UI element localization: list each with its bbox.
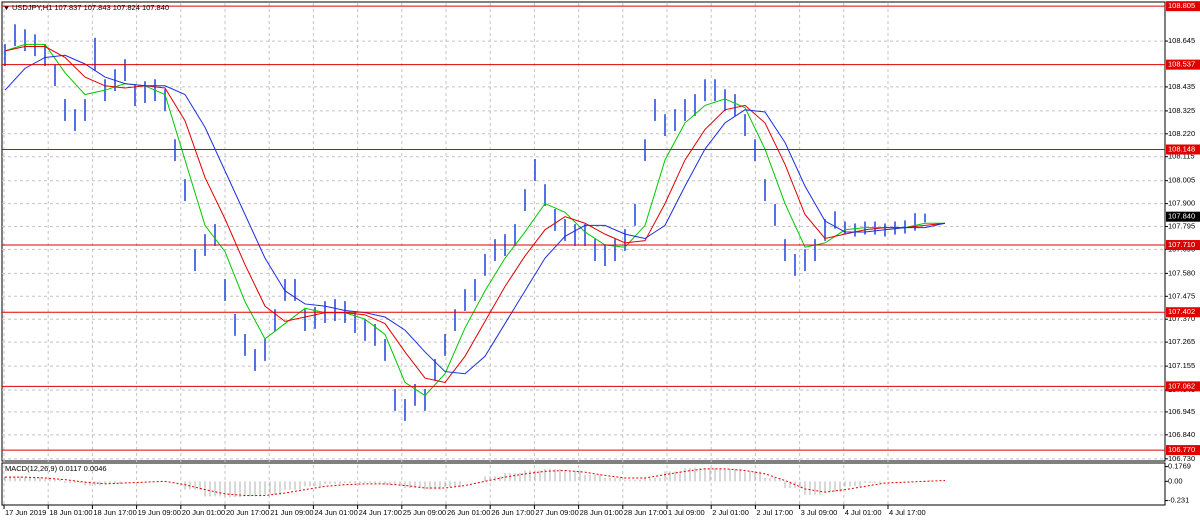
x-tick-label: 17 Jun 2019 (5, 508, 46, 517)
current-price-box (1166, 211, 1200, 222)
y-tick-label: 107.265 (1168, 337, 1195, 346)
y-tick-label: 0.1769 (1168, 462, 1191, 471)
level-label-box (1166, 59, 1200, 70)
y-tick-label: 107.580 (1168, 268, 1195, 277)
chart-title: USDJPY,H1 107.837 107.843 107.824 107.84… (12, 3, 169, 12)
y-tick-label: 107.370 (1168, 314, 1195, 323)
y-tick-label: 106.945 (1168, 407, 1195, 416)
y-tick-label: 108.115 (1168, 152, 1195, 161)
y-tick-label: 107.155 (1168, 361, 1195, 370)
level-label: 107.710 (1168, 240, 1195, 249)
x-tick-label: 3 Jul 09:00 (801, 508, 838, 517)
x-tick-label: 18 Jun 01:00 (49, 508, 92, 517)
y-tick-label: 0.00 (1168, 476, 1183, 485)
x-tick-label: 21 Jun 09:00 (270, 508, 313, 517)
macd-title: MACD(12,26,9) 0.0117 0.0046 (5, 464, 107, 473)
level-label: 108.537 (1168, 60, 1195, 69)
level-label-box (1166, 144, 1200, 155)
level-label: 107.062 (1168, 381, 1195, 390)
y-tick-label: 107.900 (1168, 199, 1195, 208)
current-price-label: 107.840 (1168, 212, 1195, 221)
x-tick-label: 4 Jul 17:00 (889, 508, 926, 517)
level-label-box (1166, 307, 1200, 318)
x-tick-label: 1 Jul 09:00 (668, 508, 705, 517)
y-tick-label: 107.475 (1168, 291, 1195, 300)
x-tick-label: 18 Jun 17:00 (93, 508, 136, 517)
x-tick-label: 2 Jul 01:00 (712, 508, 749, 517)
x-tick-label: 24 Jun 17:00 (359, 508, 402, 517)
main-panel-frame (1, 1, 1166, 462)
y-tick-label: 108.005 (1168, 176, 1195, 185)
x-tick-label: 25 Jun 09:00 (403, 508, 446, 517)
level-label: 108.805 (1168, 1, 1195, 10)
x-tick-label: 26 Jun 01:00 (447, 508, 490, 517)
level-label-box (1166, 445, 1200, 456)
level-label-box (1166, 240, 1200, 251)
x-tick-label: 28 Jun 01:00 (580, 508, 623, 517)
x-tick-label: 26 Jun 17:00 (491, 508, 534, 517)
y-tick-label: 106.840 (1168, 430, 1195, 439)
y-tick-label: -0.231 (1168, 496, 1189, 505)
x-tick-label: 2 Jul 17:00 (756, 508, 793, 517)
x-tick-label: 19 Jun 09:00 (138, 508, 181, 517)
moving-average (4, 46, 946, 384)
moving-average (4, 43, 945, 397)
y-tick-label: 108.220 (1168, 129, 1195, 138)
y-tick-label: 108.325 (1168, 106, 1195, 115)
y-tick-label: 106.730 (1168, 454, 1195, 463)
level-label: 108.148 (1168, 144, 1195, 153)
x-tick-label: 20 Jun 17:00 (226, 508, 269, 517)
x-tick-label: 27 Jun 09:00 (535, 508, 578, 517)
x-tick-label: 24 Jun 01:00 (314, 508, 357, 517)
level-label: 107.402 (1168, 307, 1195, 316)
signal-line (5, 468, 946, 496)
y-tick-label: 108.435 (1168, 82, 1195, 91)
level-label-box (1166, 381, 1200, 392)
menu-arrow (4, 6, 9, 10)
macd-panel-frame (1, 462, 1166, 506)
level-label-box (1166, 1, 1200, 12)
y-tick-label: 107.795 (1168, 221, 1195, 230)
level-label: 106.770 (1168, 445, 1195, 454)
x-tick-label: 4 Jul 01:00 (845, 508, 882, 517)
x-tick-label: 20 Jun 01:00 (182, 508, 225, 517)
x-tick-label: 28 Jun 17:00 (624, 508, 667, 517)
y-tick-label: 108.645 (1168, 36, 1195, 45)
